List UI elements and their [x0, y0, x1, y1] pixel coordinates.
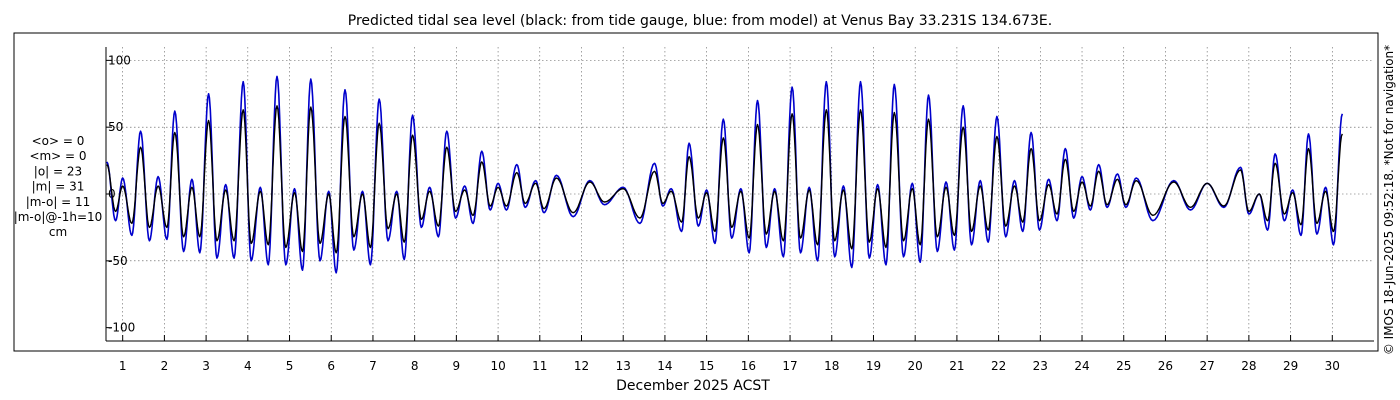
x-tick-label: 11	[532, 359, 547, 373]
stat-line: |o| = 23	[34, 164, 82, 178]
x-tick-label: 17	[782, 359, 797, 373]
x-tick-label: 12	[574, 359, 589, 373]
x-tick-label: 22	[991, 359, 1006, 373]
model-series-line	[106, 75, 1344, 274]
stat-line: |m-o| = 11	[26, 195, 91, 209]
x-tick-label: 9	[453, 359, 461, 373]
x-tick-label: 5	[286, 359, 294, 373]
stat-line: <m> = 0	[29, 149, 86, 163]
x-tick-label: 29	[1283, 359, 1298, 373]
series-lines	[106, 75, 1344, 274]
x-tick-label: 27	[1200, 359, 1215, 373]
stat-line: <o> = 0	[32, 134, 85, 148]
chart-title: Predicted tidal sea level (black: from t…	[348, 13, 1052, 29]
x-tick-label: 3	[202, 359, 210, 373]
x-tick-label: 26	[1158, 359, 1173, 373]
stat-line: cm	[49, 225, 67, 239]
copyright-note: © IMOS 18-Jun-2025 09:52:18. *Not for na…	[1382, 45, 1396, 355]
axes	[105, 47, 1374, 342]
stat-line: |m| = 31	[32, 180, 85, 194]
x-tick-label: 19	[866, 359, 881, 373]
stats-box	[13, 32, 1379, 352]
x-tick-label: 15	[699, 359, 714, 373]
x-tick-label: 7	[369, 359, 377, 373]
x-tick-label: 2	[161, 359, 169, 373]
x-axis-label: December 2025 ACST	[616, 378, 770, 394]
x-tick-label: 18	[824, 359, 839, 373]
x-tick-label: 6	[327, 359, 335, 373]
gauge-series-line	[106, 105, 1343, 254]
gridlines	[106, 47, 1374, 341]
x-tick-label: 4	[244, 359, 252, 373]
x-tick-label: 16	[741, 359, 756, 373]
stats-panel: <o> = 0<m> = 0|o| = 23 |m| = 31|m-o| = 11…	[14, 134, 103, 239]
x-tick-label: 8	[411, 359, 419, 373]
y-tick-label: -100	[108, 321, 135, 335]
x-tick-label: 13	[616, 359, 631, 373]
y-tick-label: 100	[108, 53, 131, 67]
x-tick-label: 14	[657, 359, 672, 373]
x-tick-label: 30	[1325, 359, 1340, 373]
x-tick-label: 23	[1033, 359, 1048, 373]
x-tick-label: 10	[490, 359, 505, 373]
y-tick-label: 50	[108, 120, 123, 134]
x-tick-label: 1	[119, 359, 127, 373]
x-tick-label: 24	[1074, 359, 1089, 373]
stat-line: |m-o|@-1h=10	[14, 210, 103, 224]
x-tick-label: 21	[949, 359, 964, 373]
x-tick-label: 20	[908, 359, 923, 373]
x-tick-label: 28	[1241, 359, 1256, 373]
x-tick-label: 25	[1116, 359, 1131, 373]
y-tick-label: -50	[108, 254, 128, 268]
